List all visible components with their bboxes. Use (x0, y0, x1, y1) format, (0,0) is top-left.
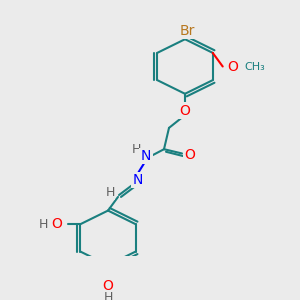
Text: O: O (103, 280, 113, 293)
Text: Br: Br (179, 24, 195, 38)
Text: H: H (105, 186, 115, 199)
Text: O: O (51, 217, 62, 231)
Text: O: O (184, 148, 195, 162)
Text: N: N (141, 149, 151, 163)
Text: H: H (103, 291, 113, 300)
Text: N: N (133, 173, 143, 187)
Text: CH₃: CH₃ (245, 61, 266, 71)
Text: O: O (180, 104, 190, 118)
Text: H: H (39, 218, 48, 231)
Text: O: O (227, 59, 238, 74)
Text: H: H (131, 143, 141, 156)
